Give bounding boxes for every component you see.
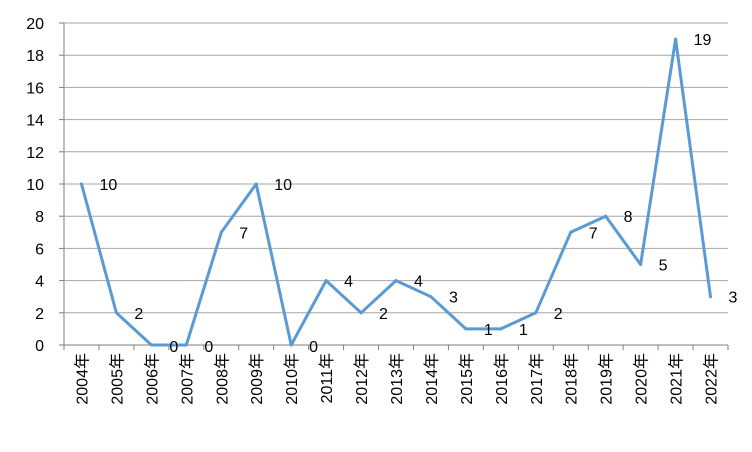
data-label: 3 <box>449 290 458 307</box>
data-point <box>394 279 398 283</box>
x-tick-label: 2022年 <box>703 353 721 405</box>
y-tick-label: 20 <box>26 16 44 33</box>
data-point <box>464 327 468 331</box>
y-tick-label: 18 <box>26 48 44 65</box>
data-point <box>114 311 118 315</box>
data-label: 19 <box>694 32 712 49</box>
data-label: 2 <box>134 306 143 323</box>
y-tick-label: 12 <box>26 145 44 162</box>
data-point <box>324 279 328 283</box>
y-tick-label: 6 <box>35 241 44 258</box>
data-label: 1 <box>484 322 493 339</box>
data-point <box>359 311 363 315</box>
data-label: 10 <box>274 177 292 194</box>
x-tick-label: 2015年 <box>458 353 476 405</box>
data-label: 7 <box>239 225 248 242</box>
x-tick-label: 2005年 <box>108 353 126 405</box>
data-label: 0 <box>169 339 178 356</box>
y-tick-label: 14 <box>26 113 44 130</box>
y-tick-label: 0 <box>35 338 44 355</box>
data-point <box>79 182 83 186</box>
x-axis-tick-labels: 2004年 2005年 2006年 2007年 2008年 2009年 2010年 2011年… <box>73 353 720 405</box>
x-tick-label: 2020年 <box>633 353 651 405</box>
y-axis-tick-labels: 0 2 4 6 8 10 12 14 16 18 20 <box>26 16 44 355</box>
data-label: 0 <box>309 339 318 356</box>
x-tick-label: 2011年 <box>318 353 336 403</box>
x-tick-label: 2004年 <box>73 353 91 405</box>
data-point <box>709 295 713 299</box>
y-tick-label: 2 <box>35 306 44 323</box>
data-point <box>604 214 608 218</box>
series-line-group <box>79 37 713 347</box>
data-label: 0 <box>204 339 213 356</box>
data-point <box>499 327 503 331</box>
x-tick-label: 2018年 <box>563 353 581 405</box>
data-label: 1 <box>519 322 528 339</box>
y-tick-label: 8 <box>35 209 44 226</box>
data-label: 8 <box>624 209 633 226</box>
data-label: 10 <box>99 177 117 194</box>
data-point <box>219 230 223 234</box>
x-tick-label: 2006年 <box>143 353 161 405</box>
x-tick-label: 2009年 <box>248 353 266 405</box>
data-point <box>639 263 643 266</box>
data-point <box>569 230 573 234</box>
data-labels: 10 2 0 0 7 10 0 4 2 4 3 1 1 2 7 8 5 19 3 <box>99 32 737 356</box>
data-label: 2 <box>554 306 563 323</box>
x-tick-label: 2008年 <box>213 353 231 405</box>
gridlines <box>64 22 728 314</box>
axes <box>59 22 729 350</box>
x-tick-label: 2019年 <box>598 353 616 405</box>
data-point <box>149 343 153 347</box>
data-label: 7 <box>589 225 598 242</box>
data-point <box>254 182 258 186</box>
data-point <box>184 343 188 347</box>
data-label: 5 <box>659 258 668 275</box>
x-tick-label: 2013年 <box>388 353 406 405</box>
data-label: 2 <box>379 306 388 323</box>
x-tick-label: 2021年 <box>668 353 686 405</box>
y-tick-label: 10 <box>26 177 44 194</box>
series-line <box>80 37 712 347</box>
data-point <box>429 295 433 299</box>
x-tick-label: 2010年 <box>283 353 301 405</box>
y-tick-label: 4 <box>35 274 44 291</box>
x-tick-label: 2012年 <box>353 353 371 405</box>
y-tick-label: 16 <box>26 80 44 97</box>
data-point <box>534 311 538 315</box>
data-point <box>289 343 293 347</box>
x-tick-label: 2014年 <box>423 353 441 405</box>
data-point <box>674 37 678 41</box>
x-tick-label: 2007年 <box>178 353 196 405</box>
x-tick-label: 2017年 <box>528 353 546 405</box>
data-label: 4 <box>344 274 353 291</box>
data-label: 3 <box>729 290 738 307</box>
x-tick-label: 2016年 <box>493 353 511 405</box>
data-label: 4 <box>414 274 423 291</box>
